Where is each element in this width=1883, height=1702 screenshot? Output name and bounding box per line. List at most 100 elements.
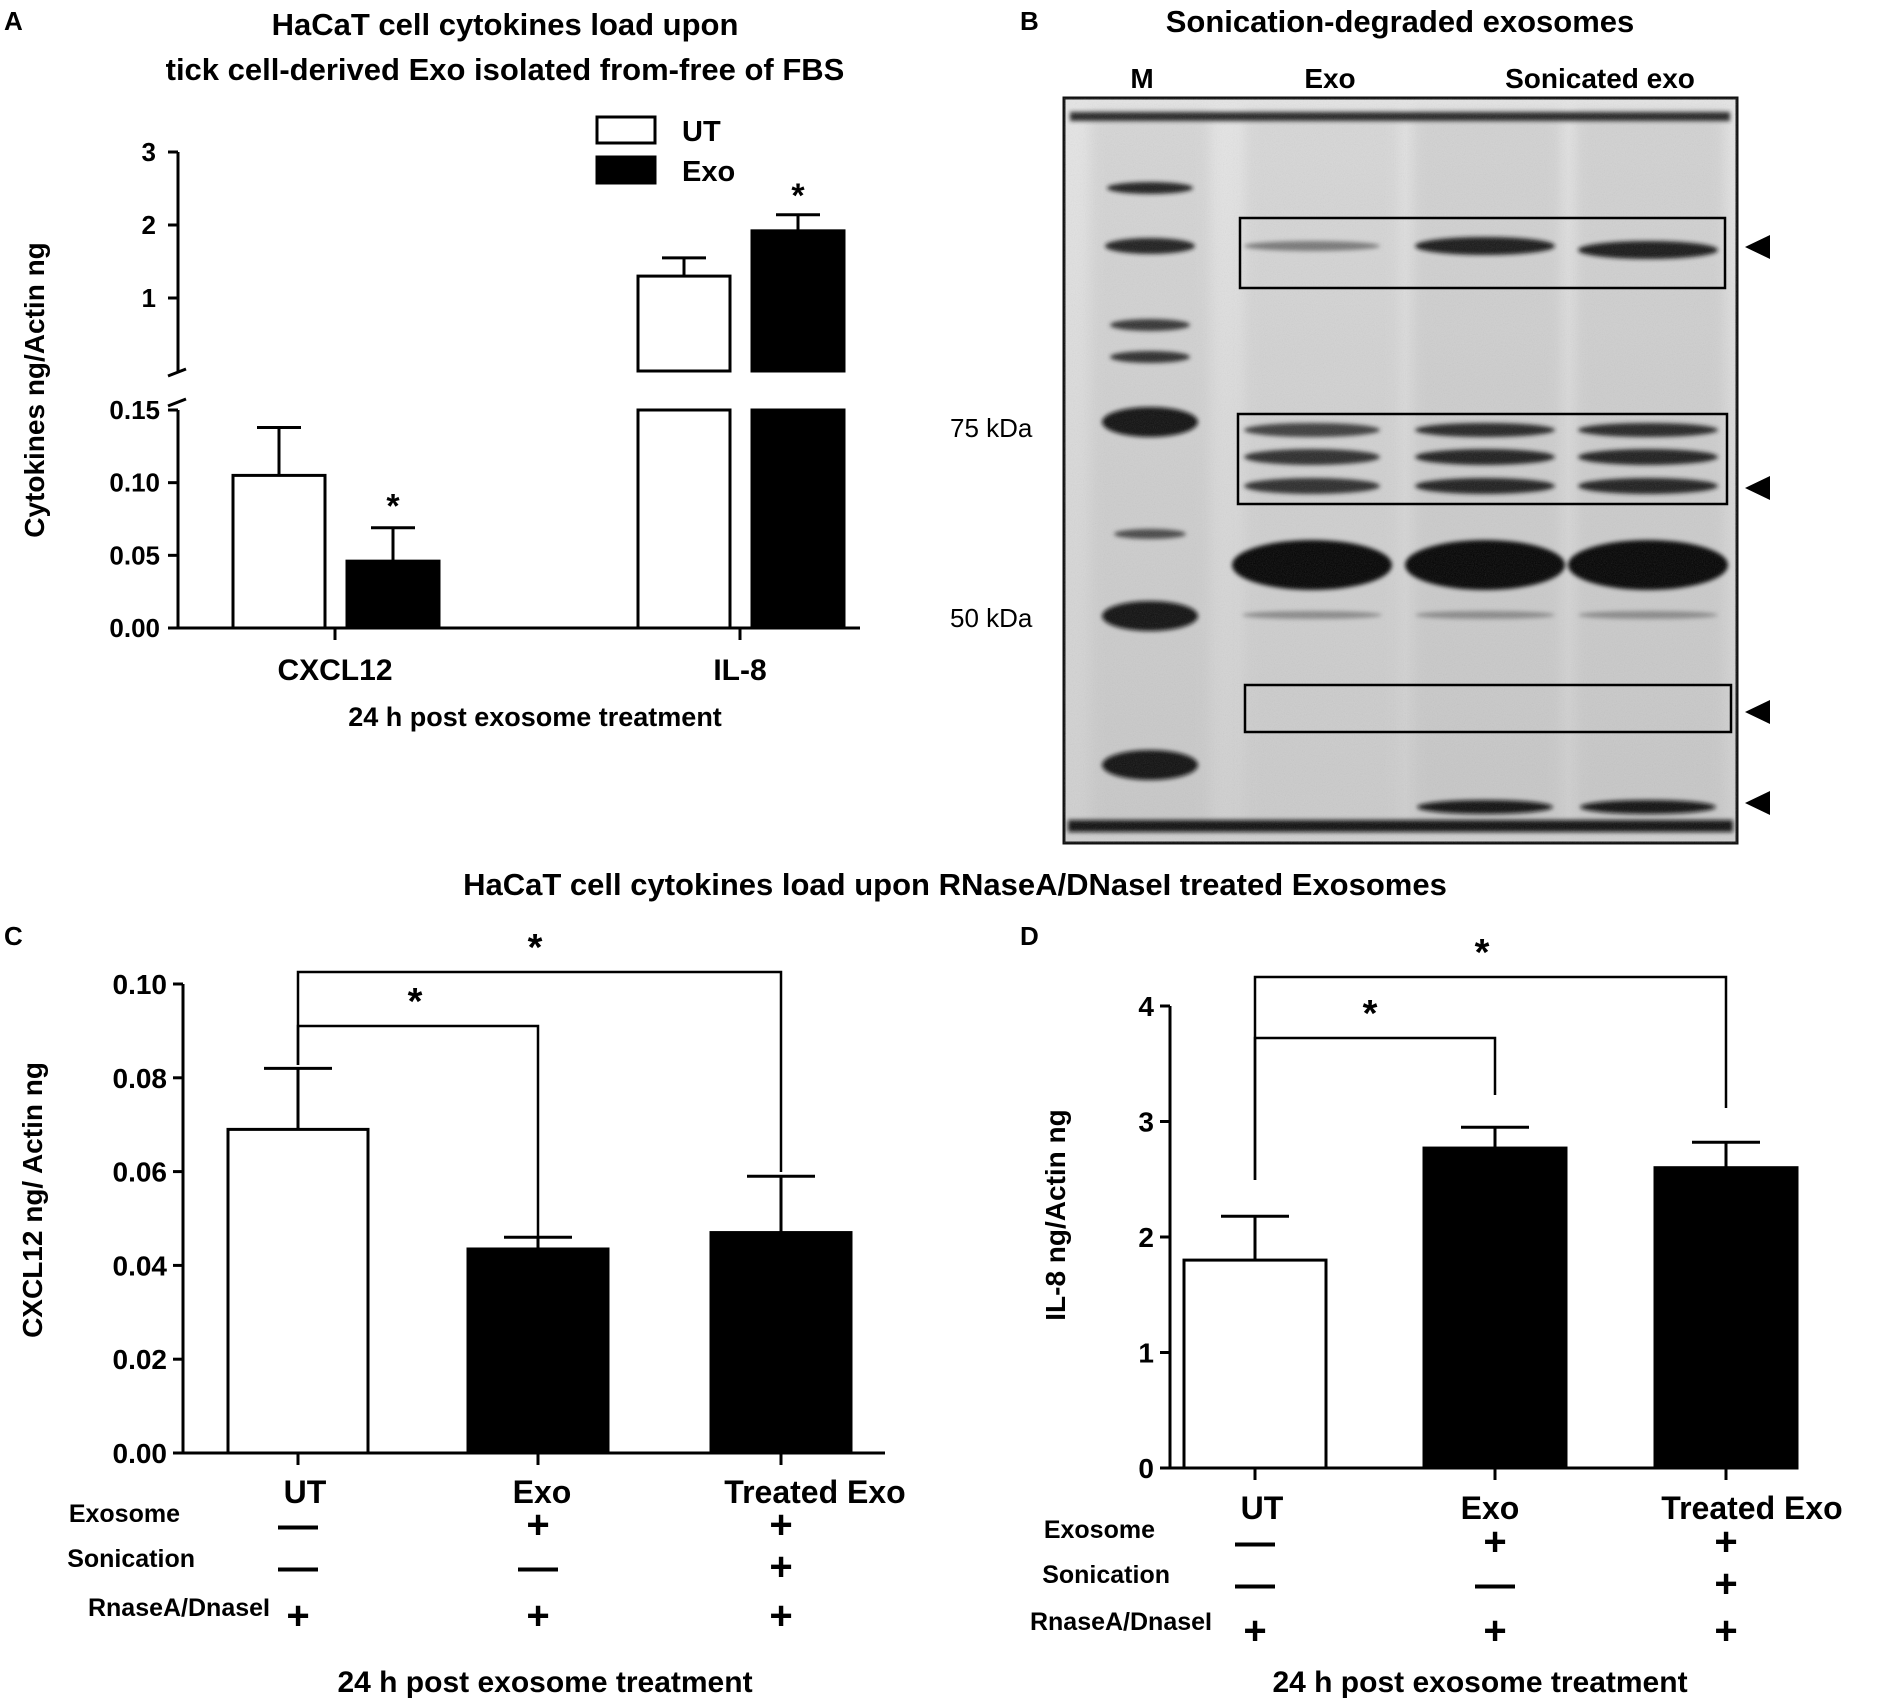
panel-c-tick-labels: 0.000.020.040.060.080.10UT——+Exo+—+Treat… (113, 969, 906, 1638)
y-tick-label: 3 (1138, 1107, 1154, 1138)
bar (1182, 1258, 1328, 1470)
x-tick-label: Exo (513, 1474, 572, 1510)
axis-break-mark (167, 397, 187, 408)
significance-star: * (408, 981, 423, 1023)
condition-symbol: — (1235, 1520, 1275, 1564)
arrowhead-icon (1745, 700, 1770, 724)
gel-box-2 (1236, 412, 1729, 506)
gel-arrowheads (1745, 235, 1770, 815)
panel-c-row-label-exosome: Exosome (69, 1500, 180, 1528)
gel-image (1062, 96, 1739, 845)
significance-star: * (528, 927, 543, 969)
panel-b: B Sonication-degraded exosomes M Exo Son… (950, 4, 1770, 845)
condition-symbol: — (1475, 1562, 1515, 1606)
condition-symbol: + (526, 1594, 549, 1638)
condition-symbol: + (1714, 1562, 1737, 1606)
bar (345, 559, 441, 630)
bar-lower-part (750, 408, 846, 630)
arrowhead-icon (1745, 476, 1770, 500)
bar-upper-part (636, 274, 732, 373)
x-tick-label: Treated Exo (1661, 1490, 1842, 1526)
panel-d-row-label-exosome: Exosome (1044, 1516, 1155, 1544)
x-tick-label: CXCL12 (277, 654, 392, 687)
panel-a-title-line2: tick cell-derived Exo isolated from-free… (166, 52, 845, 87)
legend-label-exo: Exo (682, 156, 735, 188)
y-tick-label: 0.15 (109, 395, 160, 425)
panel-a-x-axis-label: 24 h post exosome treatment (348, 702, 722, 732)
significance-star: * (386, 488, 400, 526)
condition-symbol: + (526, 1503, 549, 1547)
panel-a-legend: UT Exo (595, 115, 735, 188)
legend-swatch-ut (595, 115, 657, 145)
panel-a: A HaCaT cell cytokines load upon tick ce… (4, 6, 860, 732)
significance-star: * (1363, 993, 1378, 1035)
panel-a-y-axis-label: Cytokines ng/Actin ng (19, 242, 50, 538)
condition-symbol: + (286, 1594, 309, 1638)
y-tick-label: 2 (142, 210, 156, 240)
x-tick-label: UT (1241, 1490, 1284, 1526)
bar (231, 473, 327, 630)
y-tick-label: 0.10 (109, 468, 160, 498)
y-tick-label: 0.10 (113, 969, 168, 1000)
bar-lower-part (636, 408, 732, 630)
x-tick-label: Exo (1461, 1490, 1520, 1526)
panels-cd-title: HaCaT cell cytokines load upon RNaseA/DN… (463, 867, 1447, 902)
condition-symbol: + (1714, 1520, 1737, 1564)
y-tick-label: 3 (142, 137, 156, 167)
y-tick-label: 4 (1138, 991, 1154, 1022)
legend-label-ut: UT (682, 116, 721, 148)
y-tick-label: 0 (1138, 1453, 1154, 1484)
arrowhead-icon (1745, 235, 1770, 259)
panel-d-row-label-rnase: RnaseA/DnaseI (1030, 1608, 1212, 1636)
arrowhead-icon (1745, 791, 1770, 815)
condition-symbol: — (278, 1545, 318, 1589)
condition-symbol: + (1714, 1609, 1737, 1653)
condition-symbol: + (1243, 1609, 1266, 1653)
condition-symbol: + (769, 1594, 792, 1638)
panel-d: D IL-8 ng/Actin ng ** 01234UT——+Exo+—+Tr… (1020, 921, 1843, 1699)
bar (466, 1247, 610, 1455)
panel-c-row-label-rnase: RnaseA/DnaseI (88, 1594, 270, 1622)
gel-box-3 (1243, 683, 1733, 734)
significance-star: * (791, 177, 805, 215)
y-tick-label: 0.05 (109, 540, 160, 570)
panel-d-row-label-sonication: Sonication (1042, 1561, 1170, 1589)
gel-box-1 (1238, 216, 1727, 290)
panel-d-bars: ** (1182, 932, 1799, 1470)
x-tick-label: IL-8 (713, 654, 766, 687)
panel-c-bars: ** (226, 927, 853, 1455)
panel-letter-d: D (1020, 921, 1039, 951)
y-tick-label: 0.08 (113, 1063, 168, 1094)
condition-symbol: — (518, 1545, 558, 1589)
condition-symbol: + (769, 1503, 792, 1547)
condition-symbol: + (1483, 1609, 1506, 1653)
y-tick-label: 0.02 (113, 1344, 168, 1375)
marker-label-75kda: 75 kDa (950, 413, 1033, 443)
panel-c-y-axis-label: CXCL12 ng/ Actin ng (17, 1062, 48, 1338)
panel-c-row-label-sonication: Sonication (67, 1545, 195, 1573)
y-tick-label: 0.00 (113, 1438, 168, 1469)
bar (1653, 1166, 1799, 1470)
y-tick-label: 0.04 (113, 1250, 168, 1281)
y-tick-label: 1 (1138, 1338, 1154, 1369)
bar (226, 1127, 370, 1455)
axis-break-mark (167, 367, 187, 378)
bar-upper-part (750, 229, 846, 373)
significance-bracket (296, 970, 783, 1172)
condition-symbol: + (1483, 1520, 1506, 1564)
bar (709, 1231, 853, 1455)
x-tick-label: Treated Exo (724, 1474, 905, 1510)
marker-label-50kda: 50 kDa (950, 603, 1033, 633)
panel-letter-b: B (1020, 6, 1039, 36)
panel-a-tick-labels: 0.00 0.05 0.10 0.15 1 2 3 CXCL12 IL-8 (109, 137, 766, 687)
condition-symbol: + (769, 1545, 792, 1589)
panel-a-bars: ** (231, 177, 846, 630)
lane-label-exo: Exo (1304, 63, 1355, 94)
panel-d-y-axis-label: IL-8 ng/Actin ng (1040, 1109, 1071, 1321)
y-tick-label: 2 (1138, 1222, 1154, 1253)
panel-c-x-axis-label: 24 h post exosome treatment (337, 1666, 752, 1699)
bar (1422, 1146, 1568, 1470)
significance-star: * (1475, 932, 1490, 974)
